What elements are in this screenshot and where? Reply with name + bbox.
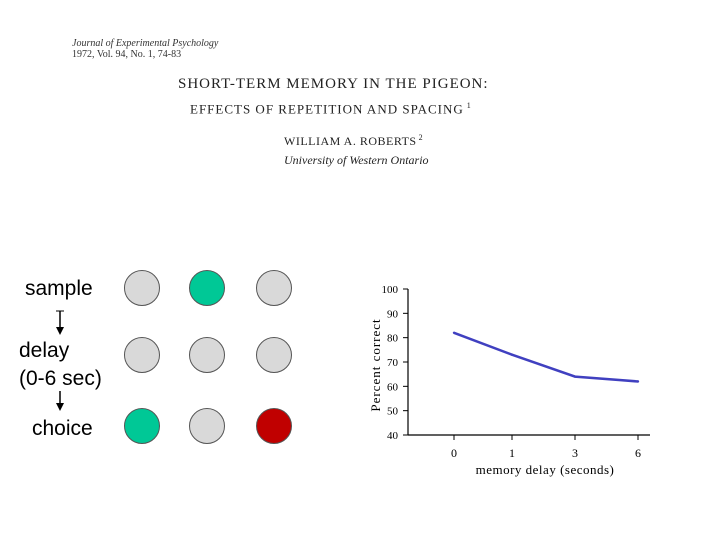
stimulus-key-gray [124, 337, 160, 373]
x-tick-label: 1 [509, 446, 515, 460]
author-name: WILLIAM A. ROBERTS [284, 134, 417, 148]
paper-title-text-2: EFFECTS OF REPETITION AND SPACING [190, 101, 464, 117]
data-point [636, 380, 640, 383]
delay-label: delay [19, 339, 70, 362]
x-tick-group: 0 1 3 6 [451, 435, 641, 460]
title-footnote-marker: 1 [466, 101, 472, 110]
y-tick-label: 60 [387, 381, 399, 393]
arrow-down-icon [56, 391, 64, 411]
author-affiliation: University of Western Ontario [284, 153, 429, 167]
y-tick-label: 100 [382, 284, 399, 296]
author-line: WILLIAM A. ROBERTS 2 [284, 133, 423, 149]
x-tick-label: 3 [572, 446, 578, 460]
y-tick-label: 80 [387, 333, 399, 345]
y-tick-group: 40 50 60 70 80 90 100 [382, 284, 408, 442]
series-line [453, 331, 639, 383]
memory-delay-chart: 40 50 60 70 80 90 100 0 1 3 6 Percent correct mem… [368, 284, 650, 477]
stimulus-key-gray [256, 337, 292, 373]
data-point [510, 353, 514, 356]
stimulus-key-gray [256, 270, 292, 306]
data-point [573, 375, 577, 378]
x-tick-label: 6 [635, 446, 641, 460]
stimulus-key-green [189, 270, 225, 306]
y-tick-label: 90 [387, 308, 399, 320]
choice-label: choice [32, 417, 93, 440]
stimulus-key-gray [189, 408, 225, 444]
stimulus-key-gray [189, 337, 225, 373]
arrow-down-icon [56, 310, 64, 335]
data-point [452, 331, 456, 334]
y-tick-label: 70 [387, 357, 399, 369]
stimulus-key-green [124, 408, 160, 444]
x-tick-label: 0 [451, 446, 457, 460]
sample-label: sample [25, 277, 93, 300]
journal-volume: 1972, Vol. 94, No. 1, 74-83 [72, 49, 182, 60]
y-tick-label: 40 [387, 430, 399, 442]
paper-title-text-1: SHORT-TERM MEMORY IN THE PIGEON: [178, 76, 489, 92]
delay-duration-label: (0-6 sec) [19, 367, 102, 390]
x-axis-label: memory delay (seconds) [476, 462, 615, 477]
author-footnote-marker: 2 [418, 133, 424, 142]
data-points [452, 331, 640, 383]
paper-title-line2: EFFECTS OF REPETITION AND SPACING 1 [190, 101, 472, 117]
journal-citation: Journal of Experimental Psychology 1972,… [72, 38, 218, 60]
chart-axes [407, 289, 650, 436]
y-tick-label: 50 [387, 406, 399, 418]
paper-title-line1: SHORT-TERM MEMORY IN THE PIGEON: [178, 76, 489, 93]
procedure-arrows [56, 310, 64, 411]
journal-name: Journal of Experimental Psychology [72, 38, 219, 49]
y-axis-label: Percent correct [368, 318, 383, 411]
stimulus-key-red [256, 408, 292, 444]
stimulus-key-gray [124, 270, 160, 306]
